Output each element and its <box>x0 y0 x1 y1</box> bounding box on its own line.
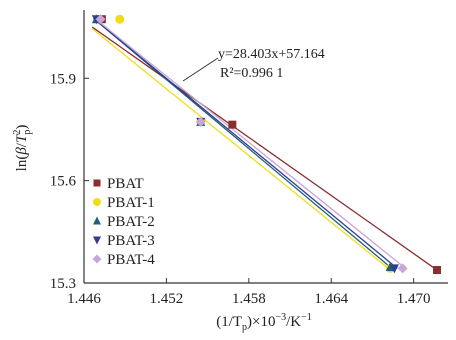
x-tick-label: 1.470 <box>397 291 431 307</box>
legend-label: PBAT-1 <box>107 195 155 211</box>
annotation-equation: y=28.403x+57.164 <box>218 47 325 62</box>
x-tick-label: 1.446 <box>67 291 101 307</box>
x-axis-label: (1/Tp)×10−3/K−1 <box>216 312 312 333</box>
y-tick-label: 15.6 <box>50 174 77 190</box>
y-axis-label-part: 2 <box>12 130 23 135</box>
x-tick-label: 1.464 <box>314 291 348 307</box>
y-tick-label: 15.3 <box>50 276 76 292</box>
annotation-r2: R²=0.996 1 <box>220 66 283 81</box>
fit-line <box>91 26 438 271</box>
fit-lines <box>91 18 438 271</box>
y-axis-label: ln(β/T2p) <box>12 125 33 172</box>
x-tick-label: 1.452 <box>150 291 184 307</box>
legend-marker <box>93 216 101 225</box>
y-axis-label-part: ) <box>14 125 30 130</box>
y-axis-label-part: β <box>14 147 30 156</box>
x-axis-label-part: (1/T <box>216 314 242 330</box>
regression-annotation: y=28.403x+57.164 R²=0.996 1 <box>182 47 325 82</box>
y-axis-label-part: / <box>14 142 30 147</box>
legend-label: PBAT-2 <box>107 214 155 230</box>
data-markers <box>91 14 442 275</box>
x-axis-label-part: /K <box>286 314 301 330</box>
axes <box>83 10 448 284</box>
legend-marker <box>93 198 101 206</box>
fit-line <box>94 18 406 269</box>
fit-line <box>91 28 391 271</box>
legend-label: PBAT-3 <box>107 233 155 249</box>
y-axis-label-part: p <box>22 130 33 135</box>
y-axis-label-part: ln( <box>14 155 30 172</box>
annotation-leader-line <box>182 57 219 82</box>
ticks: 1.446 1.452 1.458 1.464 1.470 15.3 15.6 15.9 <box>50 71 431 307</box>
x-axis-label-part: p <box>242 322 247 333</box>
legend-label: PBAT-4 <box>107 252 155 268</box>
legend-marker <box>93 179 101 187</box>
data-point <box>397 263 408 274</box>
data-point <box>95 14 106 25</box>
legend: PBAT PBAT-1 PBAT-2 PBAT-3 PBAT-4 <box>92 176 155 268</box>
fit-line <box>93 18 398 269</box>
data-point <box>195 116 206 127</box>
legend-marker <box>92 254 102 264</box>
x-axis-label-part: −3 <box>276 312 287 323</box>
data-point <box>228 120 237 129</box>
y-axis-label-part: T <box>14 133 30 143</box>
axis-labels: (1/Tp)×10−3/K−1ln(β/T2p) <box>12 125 312 333</box>
x-axis-label-part: )×10 <box>247 314 275 330</box>
data-point <box>433 266 442 275</box>
data-point <box>389 264 399 274</box>
data-point <box>115 14 125 24</box>
legend-marker <box>93 236 101 245</box>
legend-label: PBAT <box>107 176 144 192</box>
y-tick-label: 15.9 <box>50 71 76 87</box>
x-tick-label: 1.458 <box>232 291 266 307</box>
x-axis-label-part: −1 <box>301 312 312 323</box>
